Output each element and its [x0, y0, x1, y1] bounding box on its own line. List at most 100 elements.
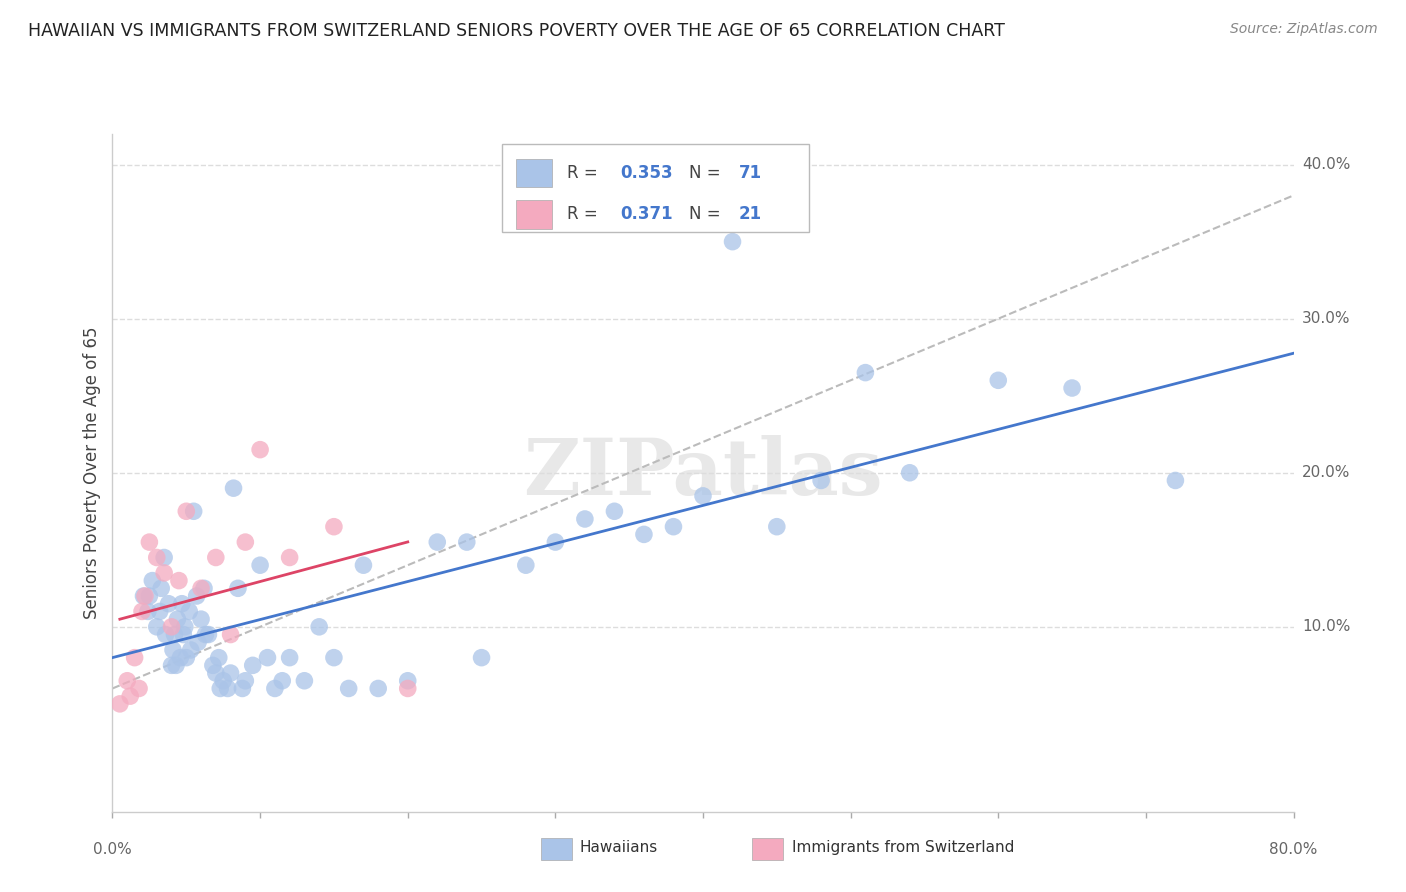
- Point: [396, 681, 419, 696]
- Text: N =: N =: [689, 205, 725, 224]
- Point: [163, 627, 186, 641]
- Text: R =: R =: [567, 164, 603, 182]
- Point: [219, 666, 242, 681]
- Point: [209, 681, 232, 696]
- Point: [162, 643, 184, 657]
- Point: [128, 681, 150, 696]
- Point: [193, 582, 215, 596]
- Point: [186, 589, 208, 603]
- Point: [190, 582, 212, 596]
- Point: [132, 589, 155, 603]
- Point: [692, 489, 714, 503]
- Point: [1062, 381, 1084, 395]
- Point: [173, 620, 195, 634]
- Point: [810, 474, 832, 488]
- Point: [721, 235, 744, 249]
- Point: [426, 535, 449, 549]
- Y-axis label: Seniors Poverty Over the Age of 65: Seniors Poverty Over the Age of 65: [83, 326, 101, 619]
- Point: [141, 574, 163, 588]
- Point: [231, 681, 253, 696]
- Point: [165, 658, 187, 673]
- Point: [233, 673, 256, 688]
- Point: [226, 582, 249, 596]
- Text: 71: 71: [738, 164, 762, 182]
- Point: [249, 442, 271, 457]
- Point: [146, 620, 169, 634]
- Text: 10.0%: 10.0%: [1302, 619, 1350, 634]
- Point: [219, 627, 242, 641]
- Point: [766, 519, 789, 533]
- Point: [633, 527, 655, 541]
- Point: [323, 519, 346, 533]
- Point: [292, 673, 315, 688]
- Bar: [516, 200, 551, 228]
- Point: [160, 620, 183, 634]
- Point: [337, 681, 360, 696]
- Point: [212, 673, 235, 688]
- Text: 0.371: 0.371: [620, 205, 673, 224]
- Point: [233, 535, 256, 549]
- Point: [146, 550, 169, 565]
- Point: [197, 627, 219, 641]
- Point: [138, 589, 160, 603]
- Point: [157, 597, 180, 611]
- Point: [217, 681, 239, 696]
- Text: R =: R =: [567, 205, 603, 224]
- Point: [271, 673, 294, 688]
- Text: N =: N =: [689, 164, 725, 182]
- Text: 40.0%: 40.0%: [1302, 157, 1350, 172]
- Point: [190, 612, 212, 626]
- Point: [855, 366, 877, 380]
- Point: [278, 550, 301, 565]
- Point: [249, 558, 271, 573]
- Point: [174, 504, 197, 518]
- Text: 0.0%: 0.0%: [93, 842, 132, 857]
- Point: [155, 627, 177, 641]
- Text: 0.353: 0.353: [620, 164, 673, 182]
- Point: [470, 650, 494, 665]
- Point: [174, 650, 197, 665]
- Point: [367, 681, 389, 696]
- Point: [153, 550, 176, 565]
- Point: [120, 689, 142, 703]
- Point: [323, 650, 346, 665]
- Text: Source: ZipAtlas.com: Source: ZipAtlas.com: [1230, 22, 1378, 37]
- Point: [603, 504, 626, 518]
- Text: 30.0%: 30.0%: [1302, 311, 1350, 326]
- FancyBboxPatch shape: [502, 144, 810, 232]
- Point: [256, 650, 278, 665]
- Text: ZIPatlas: ZIPatlas: [523, 434, 883, 511]
- Point: [396, 673, 419, 688]
- Point: [172, 627, 194, 641]
- Point: [308, 620, 330, 634]
- Point: [124, 650, 146, 665]
- Point: [134, 589, 156, 603]
- Point: [201, 658, 224, 673]
- Point: [153, 566, 176, 580]
- Point: [136, 604, 159, 618]
- Text: Immigrants from Switzerland: Immigrants from Switzerland: [792, 840, 1014, 855]
- Point: [242, 658, 264, 673]
- Point: [179, 604, 201, 618]
- Point: [278, 650, 301, 665]
- Point: [150, 582, 173, 596]
- Point: [170, 597, 193, 611]
- Point: [180, 643, 202, 657]
- Point: [131, 604, 153, 618]
- Point: [898, 466, 921, 480]
- Point: [187, 635, 209, 649]
- Point: [222, 481, 245, 495]
- Bar: [516, 159, 551, 187]
- Text: 21: 21: [738, 205, 762, 224]
- Point: [117, 673, 138, 688]
- Text: Hawaiians: Hawaiians: [579, 840, 658, 855]
- Point: [208, 650, 231, 665]
- Point: [167, 574, 190, 588]
- Point: [205, 666, 228, 681]
- Point: [352, 558, 374, 573]
- Text: HAWAIIAN VS IMMIGRANTS FROM SWITZERLAND SENIORS POVERTY OVER THE AGE OF 65 CORRE: HAWAIIAN VS IMMIGRANTS FROM SWITZERLAND …: [28, 22, 1005, 40]
- Text: 20.0%: 20.0%: [1302, 466, 1350, 480]
- Point: [544, 535, 567, 549]
- Point: [169, 650, 191, 665]
- Point: [138, 535, 160, 549]
